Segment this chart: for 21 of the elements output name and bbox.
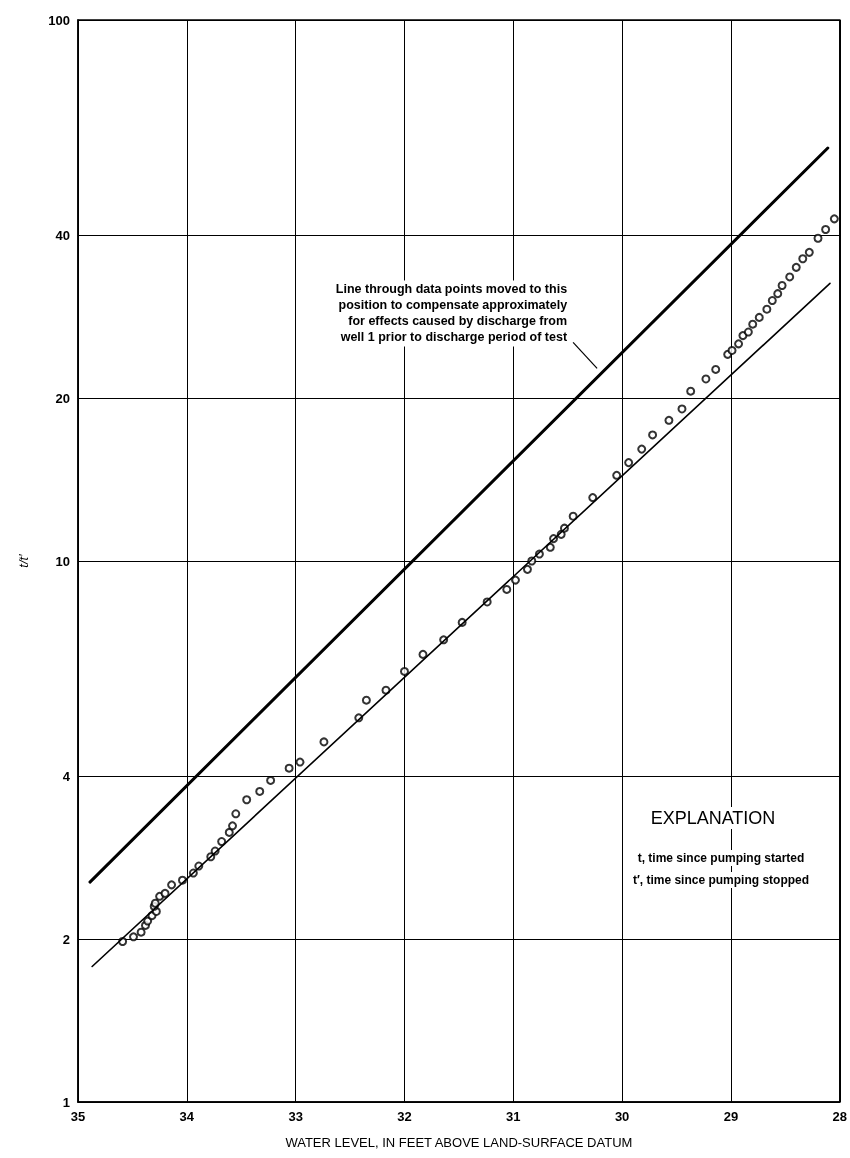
- y-tick-label: 20: [55, 390, 70, 406]
- y-tick-label: 40: [55, 227, 70, 243]
- y-tick-label: 1: [62, 1094, 70, 1110]
- x-tick-label: 29: [723, 1109, 739, 1124]
- y-tick-label: 100: [48, 12, 70, 28]
- x-tick-label: 34: [179, 1109, 195, 1124]
- x-tick-label: 31: [506, 1109, 521, 1124]
- annotation: t, time since pumping started: [637, 851, 805, 865]
- x-tick-label: 28: [832, 1109, 847, 1124]
- annotation: EXPLANATION: [650, 808, 776, 828]
- annotation: Line through data points moved to this position to compensate approximately for effects caused by discharge from well 1 prior to discharge period of test: [335, 282, 568, 345]
- x-tick-label: 35: [70, 1109, 86, 1124]
- y-tick-label: 2: [62, 931, 70, 947]
- x-tick-label: 32: [397, 1109, 412, 1124]
- y-tick-label: 4: [62, 768, 71, 784]
- x-tick-label: 30: [614, 1109, 630, 1124]
- y-tick-label: 10: [55, 553, 70, 569]
- annotation: t′, time since pumping stopped: [632, 873, 810, 887]
- x-axis-title: WATER LEVEL, IN FEET ABOVE LAND-SURFACE DATUM: [285, 1135, 633, 1150]
- x-tick-label: 33: [288, 1109, 303, 1124]
- y-axis-title: t/t′: [16, 553, 31, 568]
